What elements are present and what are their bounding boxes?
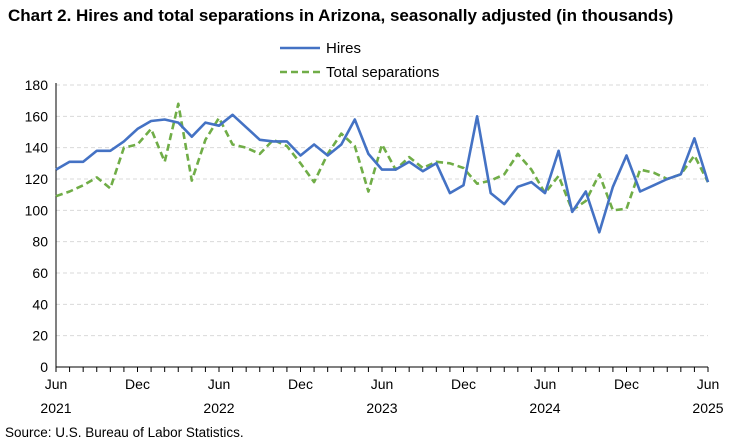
- legend-label: Total separations: [326, 64, 439, 81]
- y-tick-label: 180: [25, 77, 49, 93]
- x-tick-month: Dec: [288, 376, 313, 392]
- y-tick-label: 140: [25, 140, 49, 156]
- y-tick-label: 0: [40, 359, 48, 375]
- x-tick-month: Dec: [125, 376, 150, 392]
- hires-line: [55, 113, 710, 234]
- x-tick-year: 2024: [529, 400, 560, 416]
- y-tick-label: 60: [32, 265, 48, 281]
- x-tick-month: Jun: [697, 376, 720, 392]
- legend: Hires Total separations: [280, 40, 439, 81]
- total-separations-line: [55, 102, 710, 212]
- chart-title: Chart 2. Hires and total separations in …: [8, 6, 674, 25]
- y-tick-label: 80: [32, 234, 48, 250]
- x-tick-month: Jun: [371, 376, 394, 392]
- axes: [55, 83, 709, 372]
- y-axis-ticks: 0 20 40 60 80 100 120 140 160 180: [25, 77, 49, 375]
- x-axis-ticks: Jun 2021 Dec Jun 2022 Dec Jun 2023 Dec Jun 2024 Dec…: [40, 376, 723, 416]
- y-tick-label: 120: [25, 171, 49, 187]
- legend-label: Hires: [326, 40, 361, 57]
- x-tick-year: 2022: [203, 400, 234, 416]
- y-tick-label: 40: [32, 296, 48, 312]
- x-tick-year: 2025: [692, 400, 723, 416]
- x-tick-year: 2023: [366, 400, 397, 416]
- y-tick-label: 20: [32, 328, 48, 344]
- source-note: Source: U.S. Bureau of Labor Statistics.: [5, 425, 244, 440]
- x-tick-month: Jun: [534, 376, 557, 392]
- y-tick-label: 160: [25, 108, 49, 124]
- x-tick-month: Dec: [451, 376, 476, 392]
- x-tick-month: Dec: [614, 376, 639, 392]
- x-tick-month: Jun: [208, 376, 231, 392]
- y-tick-label: 100: [25, 202, 49, 218]
- gridlines: [56, 84, 708, 337]
- x-tick-year: 2021: [40, 400, 71, 416]
- series-lines: [55, 102, 710, 234]
- x-tick-month: Jun: [45, 376, 68, 392]
